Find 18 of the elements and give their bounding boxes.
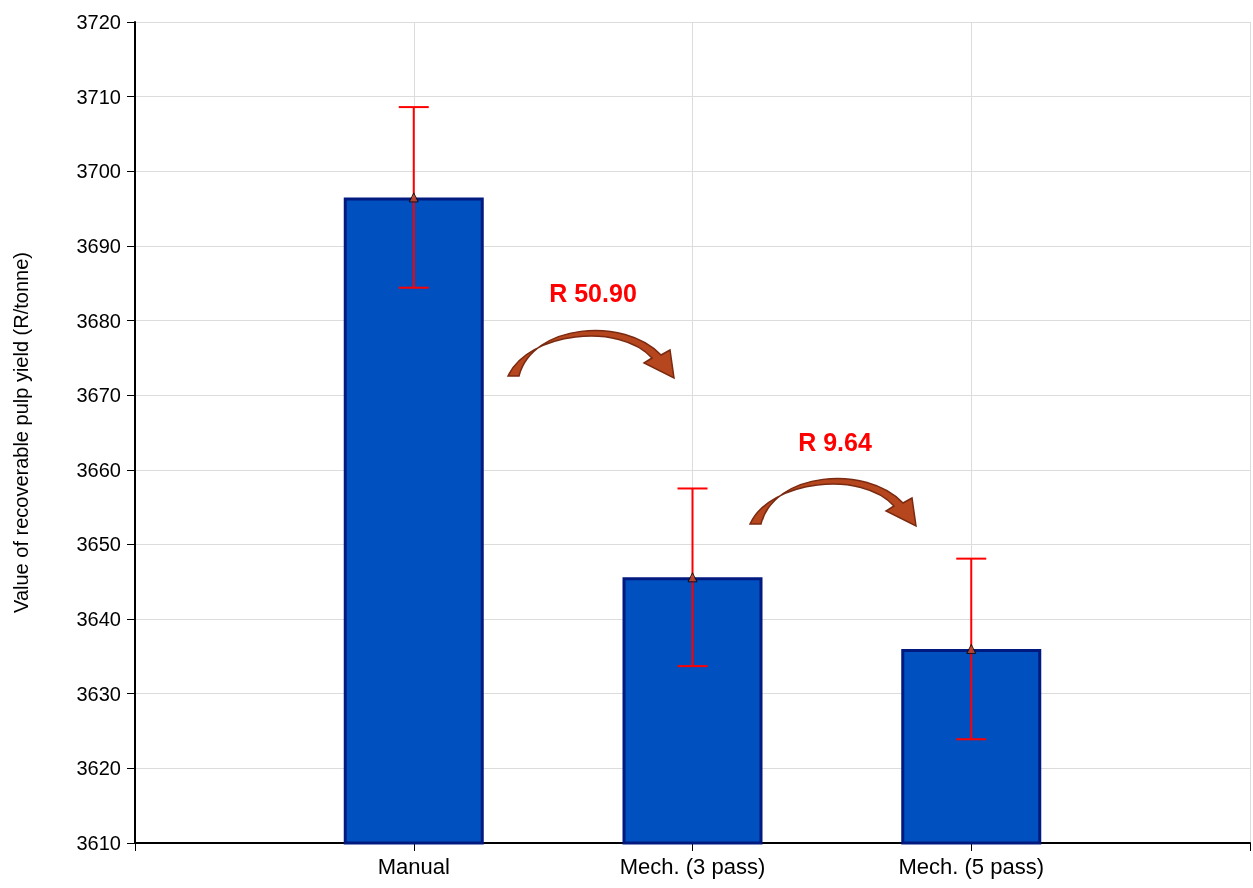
- y-tick-label: 3720: [76, 11, 121, 33]
- y-tick-label: 3670: [76, 384, 121, 407]
- y-tick-label: 3700: [76, 160, 121, 183]
- y-tick-label: 3630: [76, 682, 121, 705]
- y-tick-label: 3680: [76, 309, 121, 332]
- y-axis-title: Value of recoverable pulp yield (R/tonne): [10, 252, 32, 613]
- y-tick-label: 3640: [76, 608, 121, 631]
- x-tick-label: Mech. (5 pass): [898, 853, 1044, 879]
- y-tick-label: 3710: [76, 85, 121, 108]
- y-tick-label: 3690: [76, 234, 121, 257]
- y-tick-label: 3650: [76, 533, 121, 556]
- y-tick-label: 3610: [76, 832, 121, 854]
- annotation: R 9.64: [798, 427, 872, 457]
- y-tick-label: 3620: [76, 757, 121, 780]
- x-tick-label: Manual: [377, 853, 450, 879]
- y-tick-label: 3660: [76, 458, 121, 481]
- annotation: R 50.90: [549, 278, 637, 308]
- x-tick-label: Mech. (3 pass): [619, 853, 766, 879]
